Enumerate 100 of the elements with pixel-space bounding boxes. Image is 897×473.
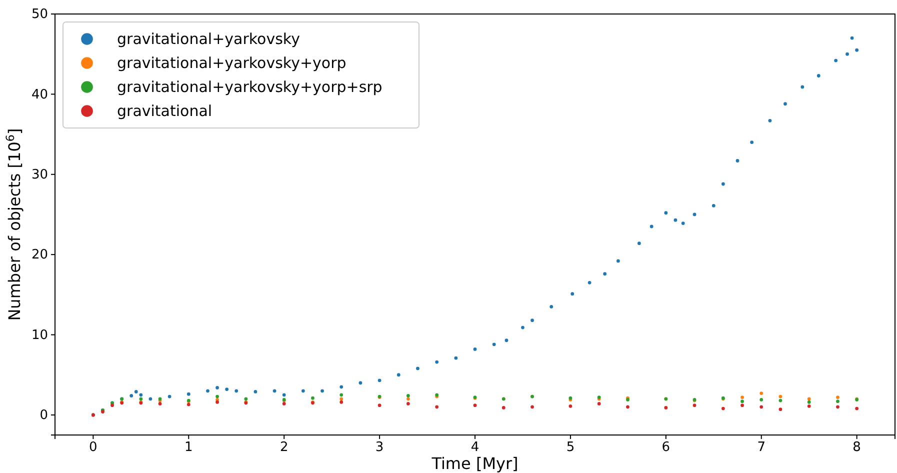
- point: [740, 404, 744, 408]
- point: [282, 402, 286, 406]
- point: [836, 405, 840, 409]
- x-tick-label: 6: [662, 440, 670, 456]
- point: [850, 36, 854, 40]
- point: [637, 242, 641, 246]
- point: [311, 396, 314, 400]
- point: [800, 85, 804, 89]
- y-tick-label: 0: [40, 408, 48, 424]
- y-tick-label: 30: [31, 168, 48, 183]
- point: [435, 360, 439, 364]
- point: [130, 394, 134, 398]
- point: [760, 392, 764, 395]
- point: [616, 259, 620, 263]
- point: [282, 393, 286, 397]
- point: [681, 222, 685, 225]
- y-tick-label: 50: [31, 7, 48, 22]
- point: [416, 366, 420, 370]
- x-tick-label: 7: [757, 440, 766, 456]
- point: [216, 394, 219, 398]
- point: [778, 394, 782, 398]
- point: [454, 356, 458, 360]
- x-tick-label: 0: [89, 440, 98, 456]
- point: [807, 397, 811, 401]
- point: [473, 404, 477, 408]
- x-tick-label: 3: [375, 440, 384, 456]
- point: [816, 74, 820, 78]
- point: [836, 400, 840, 404]
- point: [807, 400, 811, 404]
- point: [340, 385, 344, 389]
- point: [406, 402, 410, 406]
- point: [216, 400, 219, 404]
- point: [588, 280, 592, 284]
- point: [158, 402, 162, 406]
- point: [750, 140, 754, 144]
- point: [301, 389, 305, 393]
- point: [244, 397, 248, 401]
- point: [784, 102, 787, 106]
- point: [721, 182, 725, 186]
- point: [846, 52, 849, 56]
- point: [186, 402, 190, 406]
- x-axis-title: Time [Myr]: [430, 454, 518, 473]
- point: [406, 397, 410, 401]
- point: [139, 393, 143, 397]
- point: [435, 405, 439, 409]
- point: [692, 404, 696, 408]
- y-tick-label: 10: [31, 328, 48, 343]
- x-tick-label: 4: [470, 440, 480, 456]
- point: [320, 389, 324, 393]
- x-tick-label: 8: [852, 440, 861, 456]
- point: [502, 406, 506, 410]
- point: [740, 396, 744, 399]
- point: [530, 318, 534, 322]
- point: [834, 58, 838, 62]
- point: [664, 211, 668, 215]
- point: [740, 400, 744, 404]
- point: [504, 338, 508, 342]
- legend-label: gravitational+yarkovsky: [117, 30, 300, 48]
- point: [139, 397, 143, 401]
- point: [216, 386, 219, 390]
- point: [406, 394, 410, 398]
- point: [836, 396, 840, 399]
- point: [396, 373, 400, 377]
- point: [570, 292, 574, 296]
- point: [340, 393, 344, 397]
- point: [760, 398, 764, 402]
- point: [736, 159, 740, 162]
- point: [807, 404, 811, 408]
- point: [521, 326, 524, 330]
- point: [760, 405, 764, 409]
- point: [692, 212, 696, 216]
- point: [234, 389, 238, 393]
- point: [550, 305, 554, 308]
- point: [650, 224, 654, 228]
- x-tick-label: 2: [280, 440, 288, 456]
- point: [473, 348, 477, 351]
- point: [778, 408, 782, 412]
- point: [340, 397, 344, 401]
- point: [340, 400, 344, 404]
- point: [674, 218, 678, 222]
- x-tick-label: 5: [566, 440, 575, 456]
- point: [186, 392, 190, 396]
- point: [603, 272, 607, 276]
- point: [492, 342, 496, 346]
- legend-label: gravitational: [117, 102, 212, 120]
- point: [225, 388, 229, 391]
- point: [712, 204, 716, 208]
- point: [568, 404, 572, 408]
- point: [272, 389, 276, 393]
- point: [358, 381, 362, 385]
- x-tick-label: 1: [184, 440, 193, 456]
- legend-label: gravitational+yarkovsky+yorp+srp: [117, 78, 382, 96]
- point: [768, 118, 772, 122]
- point: [778, 398, 782, 402]
- point: [664, 406, 668, 410]
- point: [378, 378, 382, 382]
- point: [597, 402, 601, 406]
- point: [254, 390, 258, 394]
- point: [378, 404, 382, 408]
- point: [855, 48, 859, 52]
